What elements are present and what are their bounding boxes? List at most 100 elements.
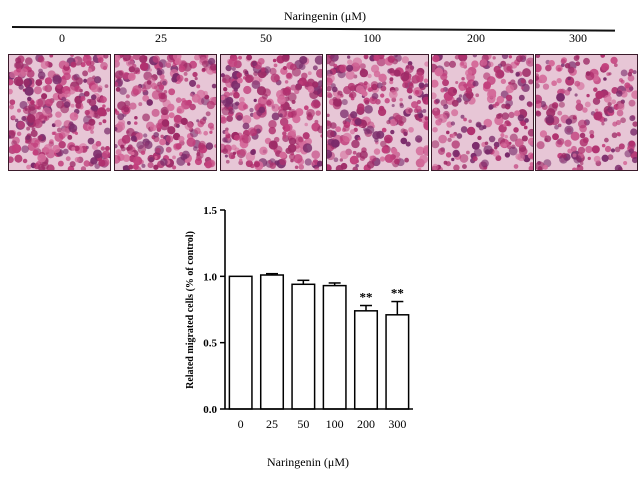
stained-cell [172,62,177,67]
stained-cell [522,68,531,78]
stained-cell [290,84,297,91]
stained-cell [209,130,213,134]
stained-cell [99,96,107,104]
stained-cell [21,115,27,122]
stained-cell [13,61,21,69]
stained-cell [273,63,278,68]
stained-cell [261,93,268,100]
stained-cell [70,103,75,108]
stained-cell [342,124,350,132]
stained-cell [233,87,238,92]
stained-cell [236,115,243,121]
stained-cell [414,89,420,95]
stained-cell [339,64,348,73]
stained-cell [67,134,73,140]
stained-cell [483,118,493,128]
stained-cell [620,69,628,77]
stained-cell [486,76,496,85]
stained-cell [582,107,588,113]
stained-cell [156,67,161,72]
stained-cell [607,101,612,107]
stained-cell [62,148,69,155]
stained-cell [160,134,164,139]
stained-cell [528,165,533,170]
stained-cell [223,87,228,92]
stained-cell [119,87,127,95]
stained-cell [400,72,410,82]
stained-cell [11,143,22,154]
stained-cell [508,111,515,119]
stained-cell [363,128,371,135]
stained-cell [249,107,254,113]
panel-title: Naringenin (μM) [283,9,367,23]
stained-cell [37,71,46,80]
stained-cell [542,164,548,170]
stained-cell [416,99,422,105]
error-bars-layer [266,272,404,315]
micrograph-100uM [326,54,429,171]
stained-cell [601,62,610,72]
stained-cell [186,99,192,106]
stained-cell [557,67,562,72]
stained-cell [51,131,56,136]
stained-cell [260,67,266,72]
stained-cell [311,150,321,159]
stained-cell [130,151,135,156]
stained-cell [301,72,308,80]
stained-cell [415,146,425,156]
bar-300 [385,314,410,410]
stained-cell [460,114,465,119]
stained-cell [488,61,494,67]
stained-cell [142,94,150,102]
stained-cell [345,70,355,80]
stained-cell [501,55,509,60]
stained-cell [501,103,507,109]
stained-cell [616,109,624,117]
stained-cell [243,85,252,95]
stained-cell [20,68,29,77]
stained-cell [564,62,571,69]
stained-cell [592,97,601,105]
bar-25 [259,274,285,410]
stained-cell [517,153,526,162]
stained-cell [464,100,468,105]
stained-cell [501,112,510,120]
stained-cell [90,157,98,165]
stained-cell [492,56,496,60]
stained-cell [393,55,398,58]
stained-cell [138,159,144,165]
stained-cell [11,115,16,120]
stained-cell [496,95,505,104]
stained-cell [389,77,394,82]
stained-cell [68,123,78,133]
stained-cell [19,101,28,110]
stained-cell [210,63,216,71]
stained-cell [505,94,513,102]
stained-cell [434,67,444,77]
stained-cell [560,58,566,65]
stained-cell [316,160,322,167]
stained-cell [355,85,364,94]
stained-cell [279,117,289,127]
stained-cell [253,161,261,168]
stained-cell [548,60,555,67]
stained-cell [492,150,500,157]
stained-cell [394,158,400,165]
stained-cell [128,164,134,170]
stained-cell [482,125,487,130]
stained-cell [187,162,191,166]
micrograph-300uM [535,54,638,171]
stained-cell [536,141,545,150]
stained-cell [136,141,145,150]
stained-cell [250,163,255,169]
stained-cell [287,106,292,111]
stained-cell [60,127,70,137]
stained-cell [229,92,233,96]
stained-cell [115,81,119,87]
stained-cell [57,160,64,167]
y-tick-label-1.0: 1.0 [203,271,217,283]
stained-cell [64,90,71,98]
stained-cell [317,80,322,87]
stained-cell [150,124,157,132]
stained-cell [423,121,428,131]
